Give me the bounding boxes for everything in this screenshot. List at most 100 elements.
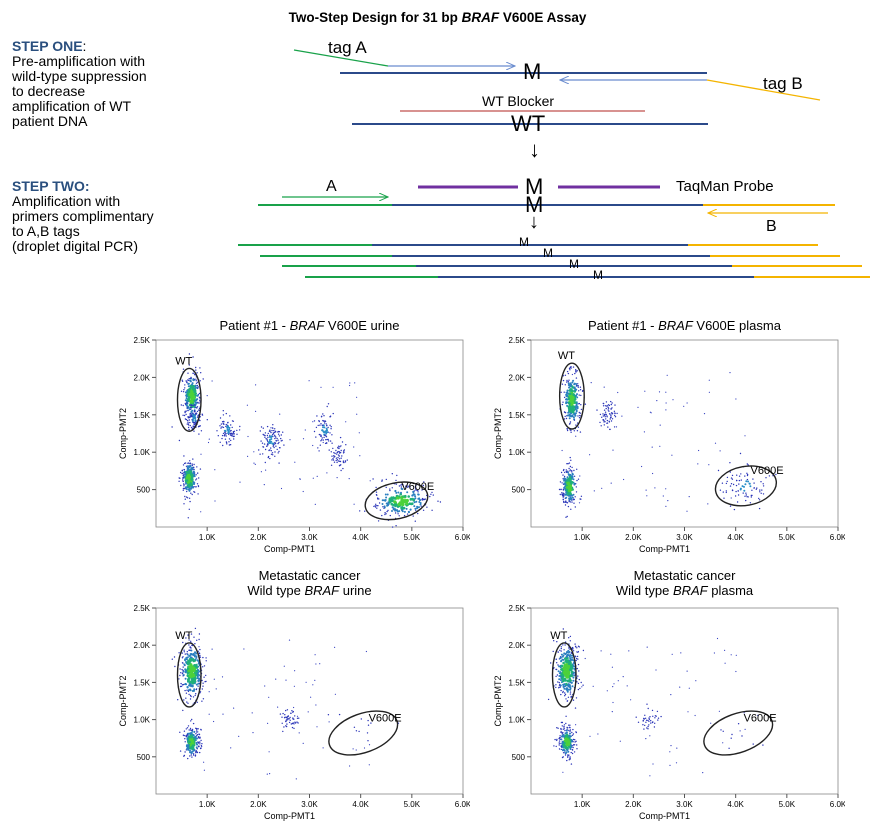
droplet-point	[228, 433, 230, 436]
droplet-point	[231, 435, 234, 437]
droplet-point	[186, 727, 189, 729]
droplet-point	[577, 426, 580, 428]
droplet-point	[560, 391, 562, 393]
droplet-point	[385, 478, 387, 481]
droplet-point	[571, 473, 574, 476]
droplet-point	[200, 453, 202, 455]
droplet-point	[190, 486, 193, 489]
y-tick-label: 1.0K	[134, 448, 151, 457]
droplet-point	[199, 399, 201, 401]
droplet-point	[670, 694, 672, 696]
droplet-point	[725, 491, 727, 494]
droplet-point	[227, 430, 230, 433]
droplet-point	[185, 394, 188, 397]
droplet-point	[375, 494, 378, 496]
droplet-point	[729, 471, 731, 473]
droplet-point	[566, 679, 570, 683]
droplet-point	[188, 419, 190, 421]
droplet-point	[561, 658, 564, 661]
droplet-point	[264, 448, 267, 451]
scatter-panel: Patient #1 - BRAF V600E urine WT V600E 1.0K…	[110, 318, 470, 558]
droplet-point	[395, 491, 398, 494]
x-axis-label: Comp-PMT1	[264, 811, 315, 821]
droplet-point	[564, 478, 567, 481]
droplet-point	[571, 752, 574, 755]
droplet-point	[646, 646, 648, 648]
droplet-point	[579, 414, 581, 417]
droplet-point	[185, 479, 189, 482]
droplet-point	[273, 431, 276, 434]
droplet-point	[572, 745, 574, 747]
droplet-point	[238, 735, 240, 737]
droplet-point	[365, 650, 367, 653]
droplet-point	[228, 428, 231, 431]
droplet-point	[331, 434, 333, 436]
droplet-point	[206, 395, 208, 397]
droplet-point	[385, 486, 387, 489]
droplet-point	[321, 437, 323, 439]
tag-b-label: tag B	[763, 74, 803, 93]
droplet-point	[340, 449, 342, 452]
droplet-point	[264, 685, 266, 687]
droplet-point	[562, 488, 565, 490]
droplet-point	[560, 659, 563, 662]
step-two-line: Amplification with	[12, 193, 121, 209]
droplet-point	[603, 419, 605, 422]
droplet-point	[367, 724, 370, 726]
droplet-point	[326, 405, 328, 408]
step-two-line: primers complimentary	[12, 208, 154, 224]
droplet-point	[190, 720, 192, 722]
droplet-point	[615, 426, 618, 428]
droplet-point	[400, 486, 402, 488]
droplet-point	[570, 508, 572, 510]
droplet-point	[401, 483, 403, 486]
droplet-point	[243, 648, 245, 650]
droplet-point	[193, 688, 196, 691]
droplet-point	[293, 685, 295, 687]
droplet-point	[186, 686, 189, 688]
droplet-point	[740, 479, 742, 481]
droplet-point	[193, 425, 195, 428]
droplet-point	[572, 647, 574, 649]
droplet-point	[564, 471, 566, 474]
droplet-point	[423, 498, 425, 501]
droplet-point	[746, 496, 748, 498]
droplet-point	[196, 675, 199, 678]
droplet-point	[281, 722, 283, 724]
droplet-point	[264, 436, 266, 438]
droplet-point	[191, 744, 195, 747]
droplet-point	[397, 513, 399, 515]
droplet-point	[611, 418, 614, 420]
droplet-point	[193, 409, 196, 412]
droplet-point	[573, 469, 575, 472]
droplet-point	[421, 497, 424, 500]
droplet-point	[184, 495, 186, 498]
droplet-point	[654, 722, 656, 724]
droplet-point	[205, 657, 207, 659]
droplet-point	[189, 646, 191, 648]
droplet-point	[225, 435, 227, 437]
droplet-point	[392, 507, 395, 510]
droplet-point	[744, 728, 746, 730]
droplet-point	[564, 752, 567, 755]
droplet-point	[196, 751, 199, 754]
droplet-point	[393, 497, 397, 500]
droplet-point	[759, 489, 761, 491]
droplet-point	[271, 442, 274, 445]
droplet-point	[273, 443, 276, 445]
droplet-point	[191, 750, 194, 753]
droplet-point	[198, 407, 201, 410]
droplet-point	[415, 509, 417, 511]
droplet-point	[322, 424, 324, 427]
droplet-point	[567, 685, 570, 688]
droplet-point	[718, 710, 720, 712]
droplet-point	[556, 739, 558, 742]
droplet-point	[270, 427, 272, 429]
droplet-point	[368, 744, 371, 746]
droplet-point	[566, 379, 568, 382]
droplet-point	[644, 717, 647, 719]
droplet-point	[191, 756, 193, 758]
droplet-point	[195, 486, 197, 488]
droplet-point	[422, 499, 424, 501]
